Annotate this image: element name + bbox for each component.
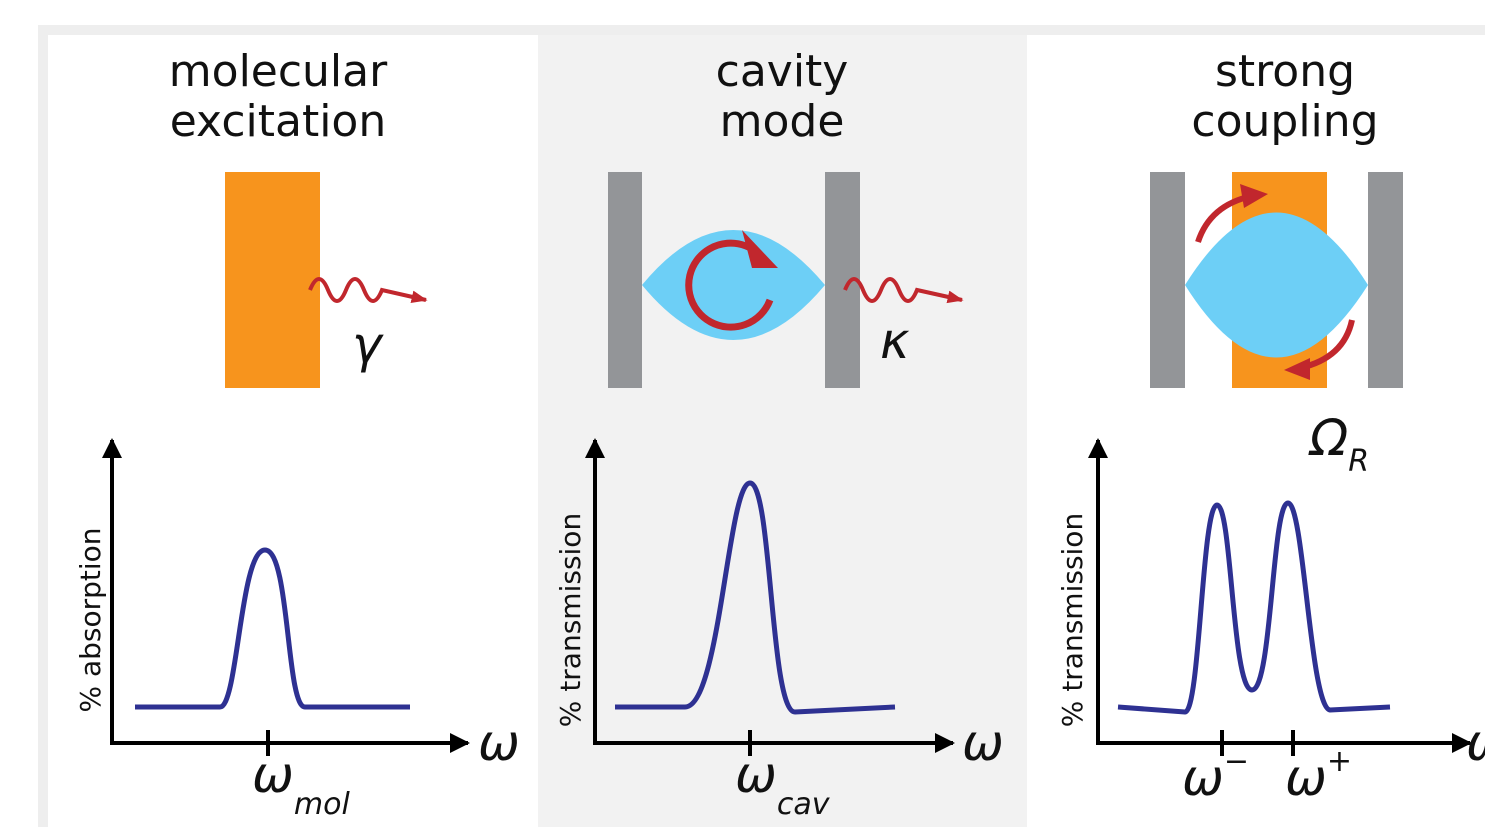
y-axis-label: % absorption — [74, 527, 107, 712]
y-axis-label: % transmission — [1056, 513, 1089, 727]
transmission-curve — [615, 480, 896, 715]
x-axis-label: ω — [1466, 714, 1485, 772]
peak-label: ω− — [1182, 744, 1249, 807]
panel-bg — [48, 35, 538, 827]
transmission-curve — [1117, 500, 1391, 715]
subscript: R — [1348, 444, 1369, 479]
panel-title: molecular — [169, 46, 388, 97]
panel-bg — [538, 35, 1027, 827]
panel-title: cavity — [716, 46, 849, 97]
mirror — [1150, 172, 1185, 388]
panel-title: excitation — [170, 96, 386, 147]
peak-label: ω+ — [1285, 744, 1352, 807]
circulation-head — [742, 230, 778, 268]
panel-title: strong — [1215, 46, 1355, 97]
absorption-curve — [135, 547, 410, 710]
decay-symbol: γ — [352, 316, 384, 374]
panel-title: coupling — [1191, 96, 1378, 147]
panel-cavity: cavity mode κ % transmission ω ωcav — [554, 46, 1004, 822]
symbol: ω — [1285, 749, 1327, 807]
y-axis-label: % transmission — [554, 513, 587, 727]
symbol: Ω — [1308, 409, 1348, 467]
panel-bg — [1027, 35, 1485, 827]
subscript: mol — [294, 787, 351, 822]
mirror — [1368, 172, 1403, 388]
cavity-mode — [1185, 212, 1368, 358]
peak-label: ωcav — [735, 746, 831, 822]
decay-arrow — [308, 277, 428, 304]
symbol: ω — [735, 746, 777, 804]
superscript: + — [1327, 744, 1352, 779]
x-axis-label: ω — [962, 714, 1004, 772]
x-axis-label: ω — [478, 714, 520, 772]
subscript: cav — [777, 787, 831, 822]
peak-label: ωmol — [252, 746, 350, 822]
decay-arrow — [843, 277, 964, 304]
circulation — [685, 239, 774, 331]
cavity-mode — [642, 230, 825, 340]
exchange-head — [1240, 184, 1268, 208]
mirror — [608, 172, 642, 388]
panel-strong: strong coupling ΩR % transmission ω ω− ω… — [1056, 46, 1485, 807]
superscript: − — [1224, 744, 1249, 779]
decay-symbol: κ — [880, 312, 910, 370]
molecule — [225, 172, 320, 388]
symbol: ω — [1182, 749, 1224, 807]
symbol: ω — [252, 746, 294, 804]
exchange-head — [1284, 358, 1310, 380]
panel-title: mode — [720, 96, 845, 147]
panel-molecular: molecular excitation γ % absorption ω ωm… — [74, 46, 520, 822]
coupling-symbol: ΩR — [1308, 409, 1369, 479]
